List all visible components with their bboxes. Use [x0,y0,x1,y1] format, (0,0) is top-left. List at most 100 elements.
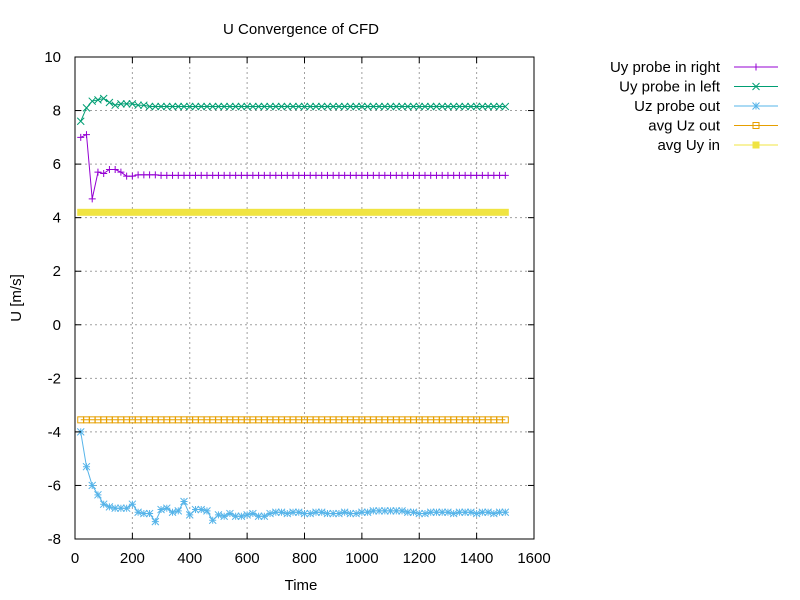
data-point [449,509,458,518]
chart-title: U Convergence of CFD [223,21,379,38]
data-point [289,508,297,517]
data-point [99,94,108,103]
data-point [317,102,326,111]
series-1 [77,131,509,203]
data-point [335,509,343,518]
data-point [369,507,378,515]
data-point [403,102,412,111]
series-2 [76,94,510,126]
data-point [266,509,274,518]
data-point [168,102,177,111]
y-tick-label: -6 [48,477,61,494]
series-layer [76,94,510,526]
data-point [501,508,510,517]
data-point [426,102,435,111]
data-point [157,505,165,514]
y-tick-label: 0 [53,317,61,334]
data-point [157,102,165,111]
data-point [122,100,131,108]
data-point [231,512,240,521]
data-point [444,102,452,111]
data-point [277,508,286,517]
data-point [358,102,366,111]
data-point [88,481,97,490]
data-point [117,100,125,108]
data-point [220,512,229,521]
data-point [271,102,280,111]
data-point [340,508,349,517]
data-point [128,100,137,108]
y-tick-label: -4 [48,424,61,441]
data-point [478,508,487,517]
data-point [312,102,320,111]
x-tick-label: 1000 [345,550,378,567]
data-point [151,171,159,179]
data-point [94,168,102,176]
y-tick-label: 8 [53,103,61,120]
legend-label: Uz probe out [634,98,721,115]
data-point [117,168,125,176]
data-point [203,102,211,111]
x-tick-label: 600 [235,550,260,567]
data-point [231,102,240,111]
x-tick-label: 800 [292,550,317,567]
legend-marker [752,122,760,129]
data-point [111,504,120,513]
legend-marker [752,63,760,71]
legend-label: Uy probe in right [610,59,721,76]
x-tick-label: 1200 [403,550,436,567]
data-point [203,507,211,515]
data-point [105,503,114,511]
data-point [214,102,223,111]
data-point [151,517,160,526]
data-point [380,507,389,515]
data-point [283,509,292,518]
data-point [122,504,131,513]
legend-label: avg Uy in [657,137,720,154]
data-point [226,509,234,518]
data-point [145,102,154,111]
data-point [398,507,406,515]
data-point [352,102,360,111]
data-point [99,500,108,509]
data-point [94,490,102,499]
data-point [134,508,142,517]
data-point [145,509,154,518]
data-point [254,512,263,521]
legend-entry: Uy probe in right [610,59,778,76]
data-point [449,102,458,111]
series-4 [77,416,509,424]
data-point [260,102,269,111]
data-point [409,102,418,111]
data-point [501,171,509,179]
data-point [472,102,481,111]
legend-marker [752,82,760,91]
data-point [249,102,257,111]
data-point [346,102,355,111]
data-point [369,102,378,111]
data-point [467,102,475,111]
data-point [168,508,177,517]
data-point [409,508,418,517]
data-point [421,509,429,518]
series-3 [76,428,510,526]
data-point [386,102,395,111]
data-point [478,102,487,111]
data-point [403,508,412,517]
data-point [323,102,332,111]
data-point [111,165,119,173]
legend-marker [752,102,760,110]
legend: Uy probe in right Uy probe in left Uz prob… [610,59,778,154]
legend-entry: avg Uy in [657,137,778,154]
data-point [300,102,309,111]
data-point [294,508,303,517]
data-point [455,508,464,517]
data-point [472,509,481,518]
data-point [174,507,183,515]
data-point [88,195,96,203]
data-point [139,509,148,518]
data-point [300,509,309,518]
data-point [174,102,183,111]
data-point [77,133,85,141]
